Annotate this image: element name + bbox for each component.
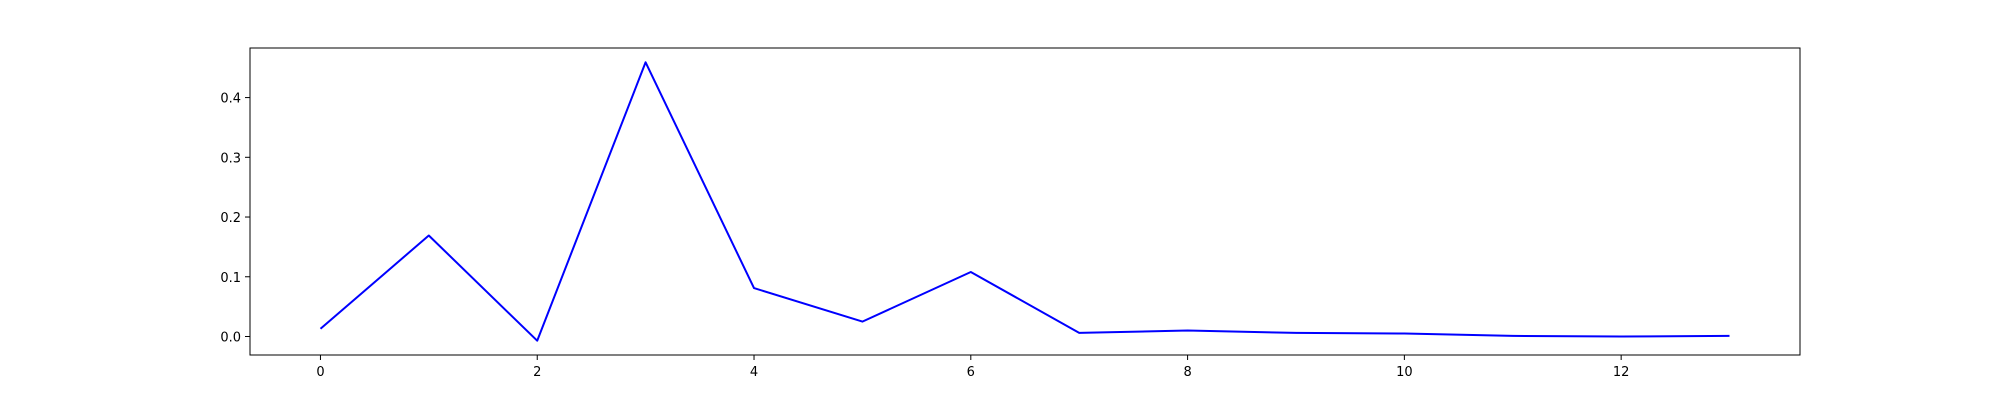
data-point xyxy=(1620,335,1622,337)
y-tick-label: 0.4 xyxy=(220,92,241,107)
x-tick-label: 8 xyxy=(1183,365,1191,380)
data-point xyxy=(536,340,538,342)
series-layer xyxy=(319,61,1731,342)
y-axis-ticks: 0.0 0.1 0.2 0.3 0.4 xyxy=(220,92,250,345)
data-point xyxy=(1295,332,1297,334)
y-tick-label: 0.1 xyxy=(220,271,241,286)
data-point xyxy=(1729,335,1731,337)
y-tick-label: 0.0 xyxy=(220,330,241,345)
data-point xyxy=(1512,335,1514,337)
data-point xyxy=(1403,332,1405,334)
y-tick-label: 0.2 xyxy=(220,211,241,226)
series-line xyxy=(319,61,1730,342)
data-point xyxy=(319,328,321,330)
x-tick-label: 10 xyxy=(1396,365,1413,380)
data-point xyxy=(1187,330,1189,332)
x-tick-label: 2 xyxy=(533,365,541,380)
data-point xyxy=(428,235,430,237)
data-point xyxy=(861,321,863,323)
y-tick-label: 0.3 xyxy=(220,151,241,166)
data-point xyxy=(645,61,647,63)
x-tick-label: 0 xyxy=(316,365,324,380)
x-tick-label: 12 xyxy=(1613,365,1630,380)
plot-area-frame xyxy=(249,47,1801,356)
data-point xyxy=(753,287,755,289)
data-point xyxy=(970,271,972,273)
x-tick-label: 6 xyxy=(967,365,975,380)
x-tick-label: 4 xyxy=(750,365,758,380)
x-axis-ticks: 0 2 4 6 8 10 12 xyxy=(316,355,1629,380)
data-point xyxy=(1078,332,1080,334)
